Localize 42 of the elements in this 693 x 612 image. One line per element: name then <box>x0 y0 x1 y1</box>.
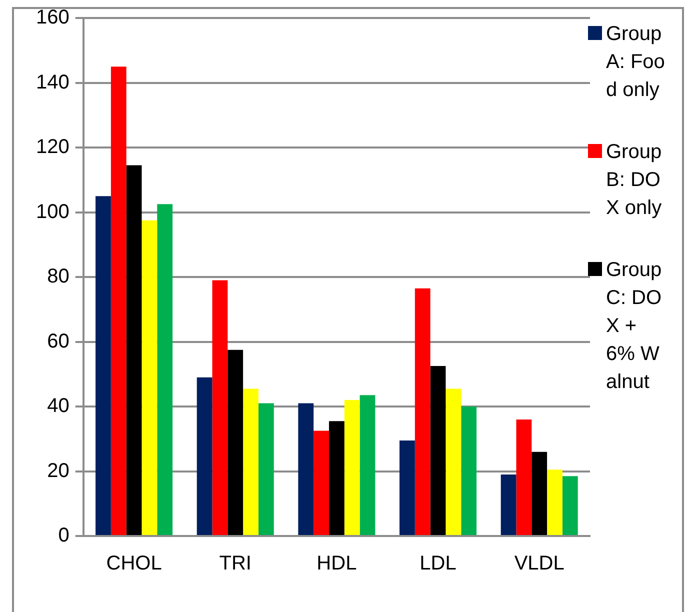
bar <box>360 395 376 535</box>
bar <box>344 400 360 535</box>
y-tick-label: 20 <box>47 460 70 482</box>
y-tick-label: 100 <box>36 200 70 223</box>
y-tick-label: 40 <box>47 395 70 418</box>
legend-label: Group C: DOX + 6% Walnut <box>606 258 663 395</box>
bar <box>414 288 430 535</box>
bar <box>243 388 258 535</box>
bar <box>142 220 158 535</box>
bar <box>126 165 142 535</box>
x-tick-label: HDL <box>316 552 357 575</box>
legend-label: Group B: DOX only <box>606 140 663 221</box>
bar <box>314 430 329 535</box>
bar <box>532 452 548 535</box>
bar <box>400 440 415 535</box>
bar <box>328 421 344 535</box>
bar <box>430 366 446 535</box>
y-tick-label: 140 <box>36 71 70 94</box>
x-tick-label: TRI <box>219 552 252 575</box>
y-tick-label: 160 <box>36 6 70 29</box>
y-tick-label: 60 <box>47 330 70 352</box>
bar <box>228 350 244 535</box>
y-tick-label: 80 <box>47 266 70 288</box>
y-tick-label: 120 <box>36 136 70 158</box>
bar <box>212 280 228 535</box>
bar <box>298 403 314 535</box>
x-tick-label: LDL <box>420 552 456 575</box>
x-tick-label: VLDL <box>514 552 564 575</box>
bar <box>96 196 111 535</box>
bar <box>461 406 477 535</box>
bar <box>547 470 562 535</box>
bar <box>562 476 578 535</box>
x-tick-label: CHOL <box>106 552 162 575</box>
legend-label: Group A: Food only <box>606 22 666 103</box>
bar <box>157 204 173 535</box>
bar <box>516 419 532 535</box>
y-tick-label: 0 <box>58 524 70 547</box>
bar <box>446 388 462 535</box>
bar <box>196 377 212 535</box>
bar <box>500 474 516 535</box>
bar <box>110 66 126 535</box>
bar <box>258 403 274 535</box>
